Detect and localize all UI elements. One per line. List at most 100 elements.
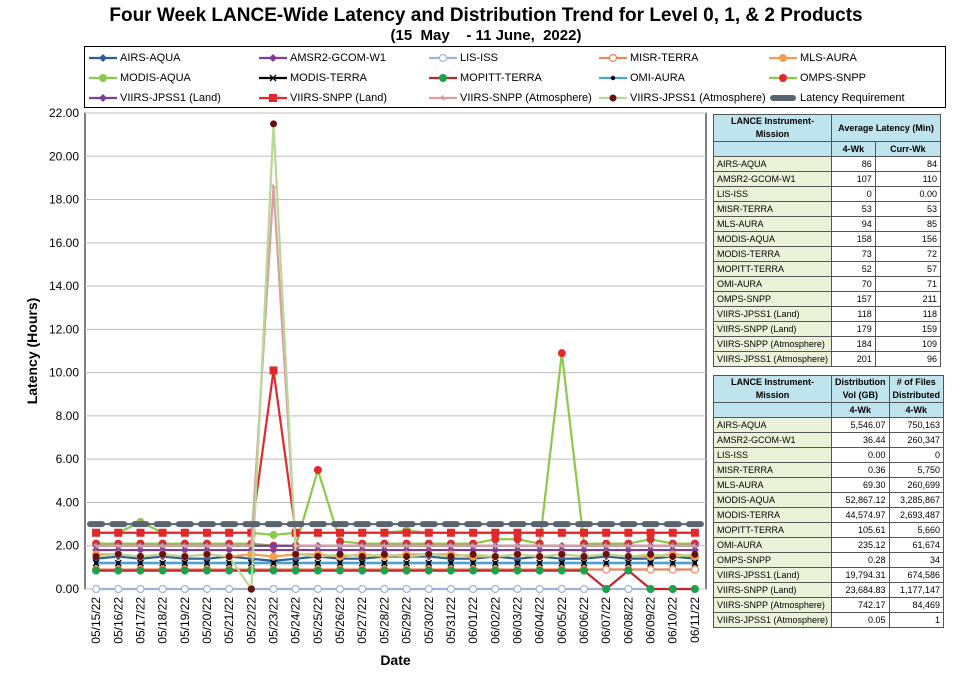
data-point bbox=[492, 542, 499, 549]
y-tick-label: 0.00 bbox=[56, 582, 80, 596]
curr-cell: 72 bbox=[874, 246, 942, 262]
data-point bbox=[558, 550, 566, 558]
data-point bbox=[491, 546, 500, 555]
data-point bbox=[158, 528, 167, 537]
x-tick-label: 05/24/22 bbox=[289, 597, 303, 644]
wk4-cell: 184 bbox=[831, 336, 876, 352]
chart-legend: AIRS-AQUA AMSR2-GCOM-W1 LIS-ISS MISR-TERRA M… bbox=[84, 46, 946, 108]
y-tick-label: 22.00 bbox=[49, 106, 79, 120]
x-tick-label: 06/04/22 bbox=[533, 597, 547, 644]
legend-entry: VIIRS-JPSS1 (Land) bbox=[89, 88, 221, 108]
table-row: VIIRS-SNPP (Land) 23,684.83 1,177,147 bbox=[712, 582, 945, 598]
vol-cell: 0.05 bbox=[831, 612, 890, 628]
files-cell: 5,660 bbox=[888, 522, 945, 538]
data-point bbox=[668, 528, 677, 537]
data-point bbox=[535, 546, 544, 555]
legend-entry: VIIRS-SNPP (Atmosphere) bbox=[429, 88, 592, 108]
legend-label: LIS-ISS bbox=[460, 52, 498, 64]
data-point bbox=[647, 550, 655, 558]
legend-label: Latency Requirement bbox=[800, 92, 905, 104]
mission-name-cell: VIIRS-SNPP (Land) bbox=[712, 321, 833, 337]
data-point bbox=[358, 528, 367, 537]
data-point bbox=[153, 521, 172, 528]
legend-swatch-icon bbox=[89, 74, 117, 82]
data-point bbox=[360, 560, 365, 566]
y-tick-label: 4.00 bbox=[56, 495, 80, 509]
files-cell: 3,285,867 bbox=[888, 492, 945, 508]
data-point bbox=[646, 585, 655, 593]
data-point bbox=[116, 560, 121, 566]
legend-entry: AIRS-AQUA bbox=[89, 48, 181, 68]
data-point bbox=[380, 528, 389, 537]
data-point bbox=[580, 566, 589, 575]
legend-label: VIIRS-JPSS1 (Atmosphere) bbox=[630, 92, 766, 104]
data-point bbox=[336, 537, 345, 546]
data-point bbox=[380, 566, 389, 575]
table-row: LIS-ISS 0 0.00 bbox=[712, 186, 942, 202]
data-point bbox=[469, 528, 478, 537]
vol-cell: 0.28 bbox=[831, 552, 890, 568]
data-point bbox=[691, 550, 699, 558]
data-point bbox=[181, 553, 189, 561]
data-point bbox=[424, 528, 433, 537]
table-row: LIS-ISS 0.00 0 bbox=[712, 447, 945, 463]
wk4-cell: 179 bbox=[831, 321, 876, 337]
table-row: MLS-AURA 94 85 bbox=[712, 216, 942, 232]
data-point bbox=[491, 553, 499, 561]
data-point bbox=[353, 521, 372, 528]
table-row: AIRS-AQUA 5,546.07 750,163 bbox=[712, 417, 945, 433]
table-row: VIIRS-JPSS1 (Atmosphere) 201 96 bbox=[712, 351, 942, 367]
vol-cell: 5,546.07 bbox=[831, 417, 890, 433]
data-point bbox=[602, 528, 611, 537]
data-point bbox=[182, 560, 188, 566]
table-row: MISR-TERRA 53 53 bbox=[712, 201, 942, 217]
legend-label: VIIRS-SNPP (Atmosphere) bbox=[460, 92, 592, 104]
legend-swatch-marker bbox=[99, 74, 107, 82]
y-tick-label: 18.00 bbox=[49, 193, 79, 207]
data-point bbox=[136, 584, 145, 594]
legend-entry: VIIRS-JPSS1 (Atmosphere) bbox=[599, 88, 766, 108]
table-row: MODIS-AQUA 158 156 bbox=[712, 231, 942, 247]
data-point bbox=[514, 542, 521, 549]
data-point bbox=[624, 528, 633, 537]
wk4-cell: 86 bbox=[831, 156, 876, 172]
table-row: OMPS-SNPP 157 211 bbox=[712, 291, 942, 307]
legend-swatch-marker bbox=[439, 74, 447, 82]
latency-table-subheader-blank bbox=[712, 141, 833, 157]
x-tick-label: 05/18/22 bbox=[156, 597, 170, 644]
x-tick-label: 05/25/22 bbox=[311, 597, 325, 644]
wk4-cell: 73 bbox=[831, 246, 876, 262]
data-point bbox=[87, 521, 106, 528]
data-point bbox=[380, 584, 389, 594]
latency-table-subheader-4wk: 4-Wk bbox=[831, 141, 876, 157]
mission-name-cell: MODIS-TERRA bbox=[712, 246, 833, 262]
data-point bbox=[271, 560, 276, 566]
vol-cell: 235.12 bbox=[831, 537, 890, 553]
wk4-cell: 52 bbox=[831, 261, 876, 277]
series-line bbox=[96, 353, 695, 547]
mission-name-cell: MODIS-AQUA bbox=[712, 231, 833, 247]
vol-cell: 0.36 bbox=[831, 462, 890, 478]
legend-swatch-icon bbox=[89, 54, 117, 62]
data-point bbox=[513, 550, 521, 558]
x-tick-label: 05/20/22 bbox=[200, 597, 214, 644]
data-point bbox=[669, 542, 676, 549]
x-tick-label: 06/09/22 bbox=[644, 597, 658, 644]
data-point bbox=[625, 542, 632, 549]
data-point bbox=[581, 560, 587, 566]
data-point bbox=[136, 546, 145, 555]
data-point bbox=[513, 528, 522, 537]
data-point bbox=[557, 566, 566, 575]
data-point bbox=[535, 528, 544, 537]
y-tick-label: 16.00 bbox=[49, 236, 79, 250]
data-point bbox=[358, 584, 367, 594]
data-point bbox=[580, 546, 589, 555]
data-point bbox=[559, 560, 565, 566]
data-point bbox=[138, 560, 143, 566]
data-point bbox=[624, 553, 632, 561]
data-point bbox=[403, 542, 410, 549]
legend-label: MLS-AURA bbox=[800, 52, 857, 64]
data-point bbox=[270, 120, 278, 128]
legend-swatch-marker bbox=[269, 74, 277, 82]
